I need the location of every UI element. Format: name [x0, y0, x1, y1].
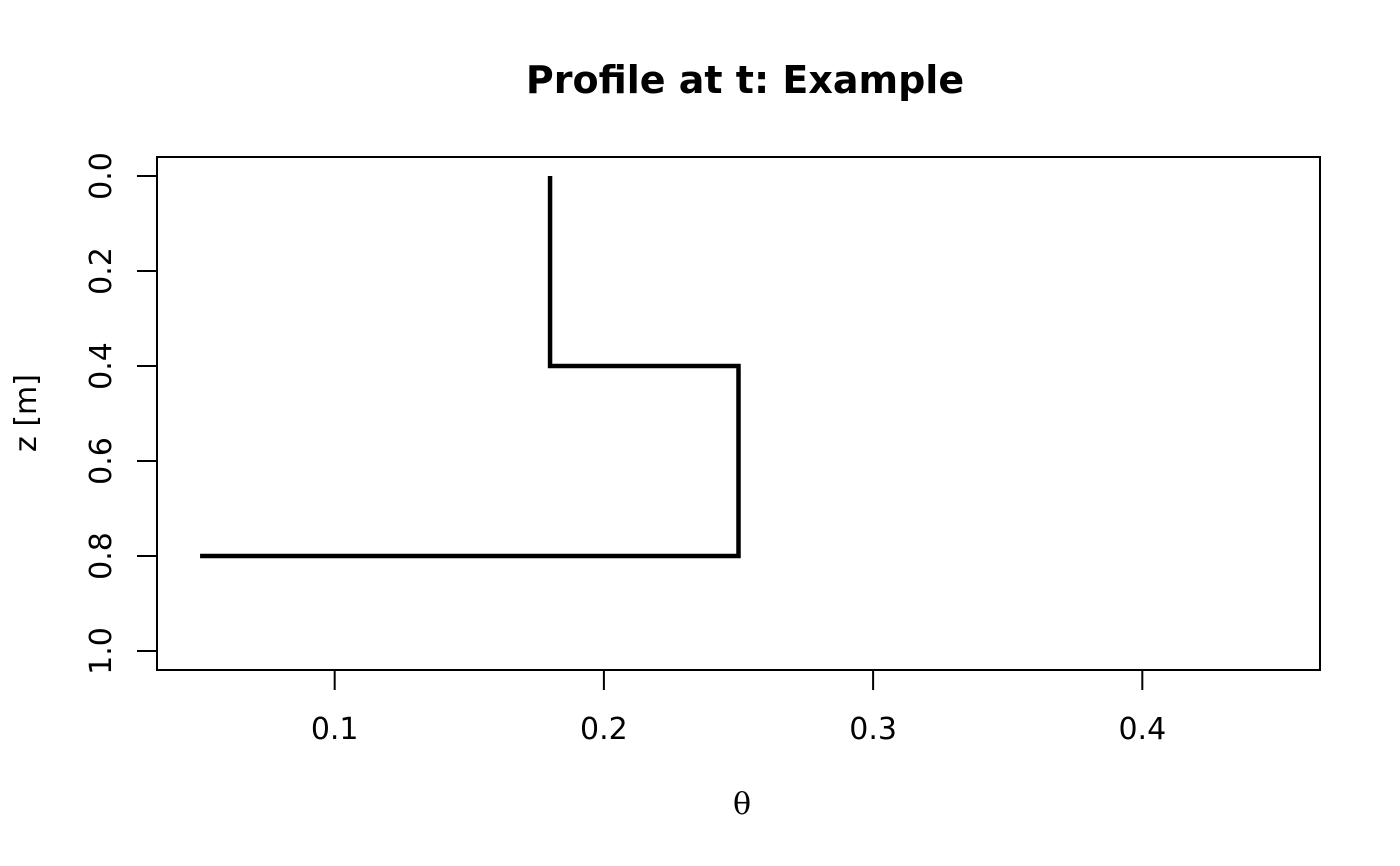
y-tick-label: 0.2: [84, 247, 119, 295]
y-tick-label: 1.0: [84, 627, 119, 675]
y-tick-label: 0.4: [84, 342, 119, 390]
y-tick-label: 0.0: [84, 152, 119, 200]
series-line: [200, 176, 741, 559]
y-tick-label: 0.8: [84, 532, 119, 580]
y-tick-label: 0.6: [84, 437, 119, 485]
y-axis: 0.0 0.2 0.4 0.6 0.8 1.0: [84, 152, 158, 675]
series-layer: [200, 176, 741, 559]
x-axis-title: θ: [733, 787, 751, 822]
x-tick-label: 0.3: [849, 712, 897, 747]
x-tick-label: 0.2: [580, 712, 628, 747]
x-tick-label: 0.4: [1118, 712, 1166, 747]
y-axis-title: z [m]: [9, 374, 44, 452]
x-axis: 0.1 0.2 0.3 0.4: [311, 669, 1166, 747]
x-tick-label: 0.1: [311, 712, 359, 747]
chart-title: Profile at t: Example: [526, 58, 964, 102]
